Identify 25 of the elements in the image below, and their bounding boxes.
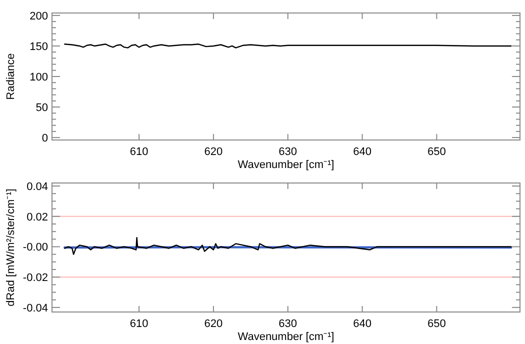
x-tick-label: 620 bbox=[204, 318, 223, 330]
y-axis-title: dRad [mW/m²/ster/cm⁻¹] bbox=[5, 188, 17, 306]
y-tick-label: 100 bbox=[30, 72, 48, 84]
y-tick-label: -0.00 bbox=[22, 242, 48, 254]
y-axis-title: Radiance bbox=[5, 53, 17, 100]
y-tick-label: 200 bbox=[30, 10, 48, 22]
y-tick-label: -0.02 bbox=[22, 272, 48, 284]
x-tick-label: 630 bbox=[278, 318, 298, 330]
line-series bbox=[64, 237, 512, 255]
x-tick-label: 650 bbox=[427, 318, 446, 330]
y-tick-label: 0.04 bbox=[26, 181, 48, 194]
x-tick-label: 640 bbox=[353, 146, 372, 158]
y-tick-label: -0.04 bbox=[22, 302, 48, 314]
x-tick-label: 620 bbox=[204, 146, 223, 158]
y-tick-label: 150 bbox=[30, 40, 48, 53]
x-axis-title: Wavenumber [cm⁻¹] bbox=[238, 331, 334, 343]
x-axis-title: Wavenumber [cm⁻¹] bbox=[238, 159, 334, 171]
x-tick-label: 610 bbox=[130, 146, 148, 158]
x-tick-label: 650 bbox=[427, 146, 446, 158]
y-tick-label: 0 bbox=[42, 132, 48, 145]
y-tick-label: 50 bbox=[36, 102, 48, 114]
x-tick-label: 640 bbox=[353, 318, 372, 330]
x-tick-label: 630 bbox=[278, 146, 298, 158]
x-tick-label: 610 bbox=[130, 318, 148, 330]
y-tick-label: 0.02 bbox=[26, 211, 48, 224]
